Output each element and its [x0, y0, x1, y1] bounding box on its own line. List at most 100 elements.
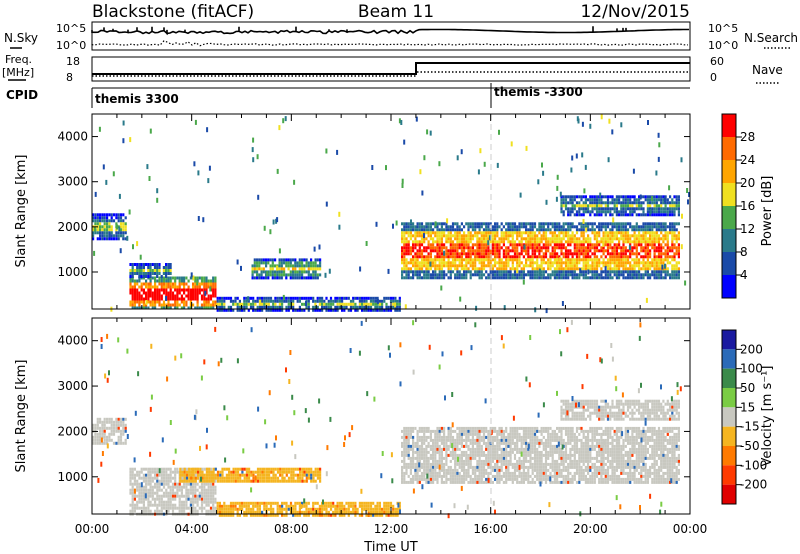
- data-cell: [290, 470, 293, 474]
- data-cell: [156, 488, 159, 492]
- data-cell: [427, 261, 430, 265]
- data-cell: [542, 276, 545, 280]
- data-cell: [299, 467, 302, 471]
- data-cell: [396, 299, 399, 303]
- data-cell: [265, 276, 268, 280]
- data-cell: [600, 114, 603, 120]
- data-cell: [149, 282, 152, 286]
- data-cell: [140, 263, 143, 266]
- data-cell: [606, 252, 610, 256]
- data-cell: [258, 308, 261, 312]
- data-cell: [106, 426, 109, 430]
- data-cell: [129, 479, 132, 483]
- data-cell: [407, 231, 410, 235]
- data-cell: [443, 234, 446, 238]
- data-cell: [414, 237, 417, 241]
- data-cell: [403, 477, 406, 481]
- data-cell: [660, 252, 663, 256]
- data-cell: [254, 510, 257, 514]
- data-cell: [416, 432, 419, 436]
- data-cell: [154, 500, 157, 504]
- data-cell: [560, 228, 563, 232]
- data-cell: [633, 207, 636, 211]
- data-cell: [560, 204, 563, 208]
- data-cell: [160, 503, 163, 507]
- data-cell: [176, 485, 179, 489]
- data-cell: [136, 282, 139, 286]
- data-cell: [376, 513, 379, 517]
- data-cell: [649, 237, 652, 241]
- data-cell: [92, 231, 95, 235]
- data-cell: [615, 237, 618, 241]
- data-cell: [261, 470, 264, 474]
- data-cell: [252, 308, 255, 312]
- data-cell: [407, 249, 410, 253]
- data-cell: [407, 447, 410, 451]
- data-cell: [108, 213, 111, 217]
- data-cell: [575, 213, 579, 217]
- data-cell: [149, 288, 152, 292]
- data-cell: [500, 276, 503, 280]
- data-cell: [316, 470, 319, 474]
- data-cell: [443, 222, 446, 226]
- data-cell: [122, 420, 125, 424]
- data-cell: [673, 273, 676, 277]
- data-cell: [556, 246, 559, 250]
- data-cell: [525, 228, 528, 232]
- data-cell: [236, 470, 240, 474]
- data-cell: [112, 171, 115, 177]
- data-cell: [491, 249, 494, 253]
- data-cell: [569, 195, 572, 199]
- data-cell: [480, 249, 483, 253]
- data-cell: [582, 270, 585, 274]
- data-cell: [575, 153, 578, 159]
- data-cell: [660, 243, 663, 247]
- data-cell: [299, 473, 302, 477]
- data-cell: [440, 273, 443, 277]
- data-cell: [154, 303, 157, 307]
- data-cell: [176, 288, 179, 292]
- data-cell: [325, 507, 328, 511]
- data-cell: [575, 264, 579, 268]
- data-cell: [409, 231, 412, 235]
- data-cell: [115, 417, 118, 421]
- data-cell: [328, 268, 331, 274]
- data-cell: [423, 273, 426, 277]
- data-cell: [496, 249, 499, 253]
- data-cell: [482, 252, 486, 256]
- data-cell: [316, 296, 319, 300]
- data-cell: [145, 306, 148, 310]
- data-cell: [145, 476, 148, 480]
- data-cell: [480, 264, 483, 268]
- data-cell: [106, 441, 109, 445]
- data-cell: [655, 225, 658, 229]
- data-cell: [352, 507, 355, 511]
- data-cell: [299, 470, 302, 474]
- data-cell: [536, 243, 539, 247]
- data-cell: [498, 261, 501, 265]
- data-cell: [479, 148, 482, 154]
- data-cell: [261, 305, 264, 309]
- data-cell: [119, 423, 123, 427]
- data-cell: [189, 491, 192, 495]
- data-cell: [485, 222, 488, 226]
- data-cell: [533, 246, 537, 250]
- data-cell: [158, 263, 161, 266]
- data-cell: [622, 210, 625, 214]
- data-cell: [458, 258, 461, 262]
- data-cell: [618, 255, 621, 259]
- data-cell: [580, 204, 583, 208]
- data-cell: [581, 121, 584, 127]
- data-cell: [369, 302, 373, 306]
- data-cell: [507, 264, 510, 268]
- data-cell: [675, 273, 678, 277]
- data-cell: [343, 507, 346, 511]
- data-cell: [336, 305, 339, 309]
- data-cell: [476, 252, 479, 256]
- data-cell: [409, 471, 412, 475]
- data-cell: [287, 507, 290, 511]
- data-cell: [94, 441, 97, 445]
- data-cell: [307, 473, 311, 477]
- data-cell: [301, 258, 304, 262]
- data-cell: [292, 276, 295, 280]
